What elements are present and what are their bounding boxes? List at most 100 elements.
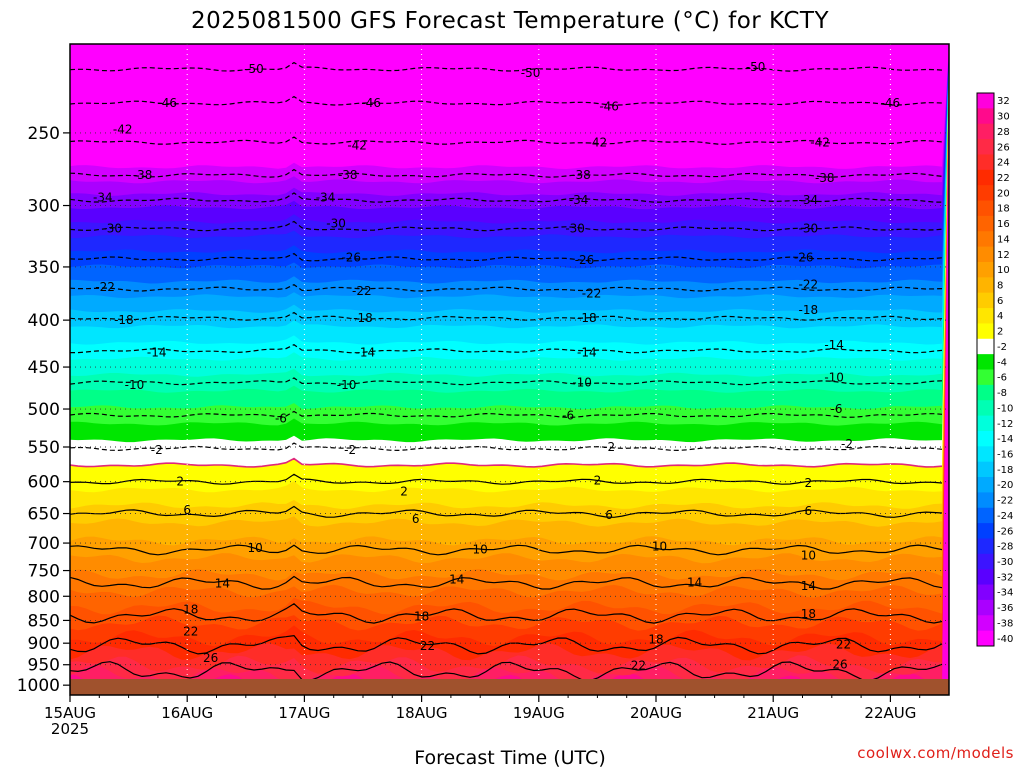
colorbar-label: -38 — [997, 618, 1013, 629]
isotherm-label: 10 — [652, 539, 667, 553]
y-tick-label: 900 — [28, 634, 60, 654]
y-tick-label: 500 — [28, 400, 60, 420]
colorbar-frame — [976, 92, 995, 647]
isotherm-label: -38 — [338, 168, 358, 182]
y-tick-label: 650 — [28, 505, 60, 525]
isotherm--22 — [70, 284, 943, 292]
isotherm-label: 2 — [400, 484, 408, 498]
y-tick-label: 550 — [28, 438, 60, 458]
isotherm-label: -26 — [341, 251, 361, 265]
x-tick-label: 17AUG — [278, 704, 330, 722]
isotherm-labels: -50 -50 -50-46 -46 -46 -46-42-42 -42 -42-38 -38-… — [93, 60, 900, 672]
y-tick-label: 700 — [28, 534, 60, 554]
isotherm-label: -34 — [799, 193, 819, 207]
y-tick-label: 850 — [28, 611, 60, 631]
colorbar-label: 26 — [997, 142, 1010, 153]
isotherm-label: -14 — [147, 346, 167, 360]
grid-lines — [70, 44, 949, 695]
isotherm--46 — [70, 95, 943, 106]
isotherm-label: 14 — [215, 577, 230, 591]
isotherm-label: -2 — [841, 437, 853, 451]
colorbar-swatch — [977, 599, 994, 616]
isotherm-label: -42 — [113, 123, 133, 137]
isotherm-22 — [70, 634, 943, 655]
isotherm-label: 18 — [183, 602, 198, 616]
colorbar-label: -6 — [997, 373, 1007, 384]
isotherm-2 — [70, 473, 943, 485]
colorbar-label: -32 — [997, 572, 1013, 583]
isotherm-label: -46 — [599, 100, 619, 114]
colorbar-label: -26 — [997, 526, 1013, 537]
isotherm-label: -14 — [356, 346, 376, 360]
colorbar-label: 22 — [997, 173, 1010, 184]
colorbar-swatch — [977, 446, 994, 463]
isotherm-label: -6 — [275, 411, 287, 425]
colorbar-label: -10 — [997, 403, 1013, 414]
isotherm-label: -10 — [824, 371, 844, 385]
y-axis: 250 300 350 400 450 500 550 600 650 700 750 800 850 9… — [17, 124, 70, 696]
colorbar: 32 30 28 26 24 22 20 18 16 14 12 10 8 6 4 2 -2 -4 -6 -8 -10 -… — [976, 92, 1013, 647]
isotherm--34 — [70, 192, 942, 203]
isotherm-6 — [70, 505, 943, 518]
isotherm-label: -46 — [361, 96, 381, 110]
plot-area: -50 -50 -50-46 -46 -46 -46-42-42 -42 -42-38 -38-… — [70, 44, 949, 695]
colorbar-label: -14 — [997, 434, 1013, 445]
isotherm-label: 14 — [449, 572, 464, 586]
colorbar-label: 2 — [997, 327, 1003, 338]
isotherm-label: -30 — [326, 217, 346, 231]
y-tick-label: 350 — [28, 258, 60, 278]
isotherm-label: 14 — [801, 579, 816, 593]
temperature-bands — [70, 44, 949, 695]
x-tick-label: 21AUG — [747, 704, 799, 722]
colorbar-swatch — [977, 584, 994, 601]
isotherm-label: -22 — [582, 286, 602, 300]
y-tick-label: 950 — [28, 656, 60, 676]
colorbar-swatch — [977, 384, 994, 401]
colorbar-label: 4 — [997, 311, 1003, 322]
isotherm--6 — [70, 410, 943, 418]
isotherm-label: 10 — [473, 542, 488, 556]
colorbar-swatch — [977, 169, 994, 186]
x-tick-label: 20AUG — [630, 704, 682, 722]
x-tick-label: 19AUG — [513, 704, 565, 722]
isotherm-label: -18 — [114, 313, 134, 327]
colorbar-label: 20 — [997, 188, 1010, 199]
colorbar-swatch — [977, 93, 994, 109]
isotherm-label: -46 — [157, 96, 177, 110]
isotherm-label: -50 — [244, 62, 264, 76]
isotherm-lines — [70, 61, 943, 682]
colorbar-label: 8 — [997, 281, 1003, 292]
colorbar-swatch — [977, 261, 994, 278]
colorbar-swatch — [977, 477, 994, 493]
isotherm-label: -34 — [93, 190, 113, 204]
isotherm-label: -38 — [571, 168, 591, 182]
colorbar-label: 28 — [997, 127, 1010, 138]
colorbar-swatch — [977, 231, 994, 248]
colorbar-swatch — [977, 630, 994, 647]
isotherm-label: 6 — [412, 512, 420, 526]
isotherm-label: -22 — [95, 280, 115, 294]
colorbar-swatch — [977, 569, 994, 586]
colorbar-swatch — [977, 246, 994, 263]
colorbar-label: -4 — [997, 357, 1007, 368]
isotherm-label: -50 — [746, 60, 766, 74]
colorbar-label: -12 — [997, 419, 1013, 430]
isotherm-label: 18 — [801, 607, 816, 621]
colorbar-label: -20 — [997, 480, 1013, 491]
isotherm-label: -30 — [565, 222, 585, 236]
isotherm-label: -30 — [799, 222, 819, 236]
isotherm-label: 22 — [836, 638, 851, 652]
isotherm-18 — [70, 603, 943, 624]
isotherm-label: -18 — [353, 311, 373, 325]
x-start-label: 2025 — [51, 720, 89, 738]
isotherm-label: 18 — [648, 633, 663, 647]
colorbar-swatch — [977, 430, 994, 447]
colorbar-label: 18 — [997, 204, 1010, 215]
colorbar-label: 6 — [997, 296, 1003, 307]
colorbar-swatch — [977, 369, 994, 386]
isotherm-label: -26 — [575, 253, 595, 267]
isotherm-label: 2 — [176, 475, 184, 489]
isotherm-label: 6 — [805, 504, 813, 518]
colorbar-label: 10 — [997, 265, 1010, 276]
colorbar-label: -24 — [997, 511, 1013, 522]
